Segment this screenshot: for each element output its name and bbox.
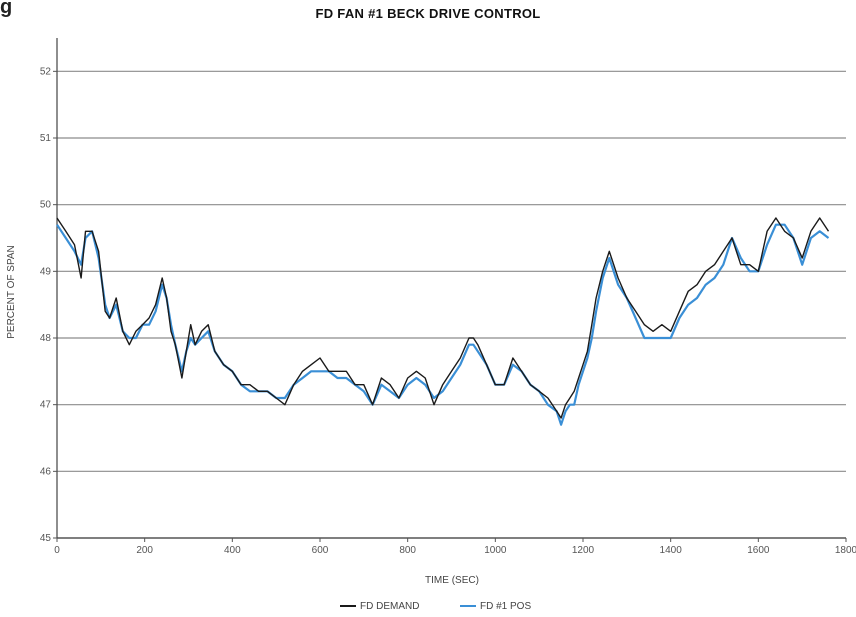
x-axis-title: TIME (SEC) (425, 575, 479, 586)
y-tick-label-51: 51 (40, 133, 52, 144)
corner-text-fragment: g (0, 0, 13, 18)
legend: FD DEMAND FD #1 POS (340, 601, 531, 612)
x-tick-label-600: 600 (312, 545, 329, 556)
legend-label-fd-demand: FD DEMAND (360, 601, 419, 612)
axes (56, 38, 846, 539)
x-tick-label-200: 200 (136, 545, 153, 556)
chart-title: FD FAN #1 BECK DRIVE CONTROL (315, 6, 541, 21)
y-tick-label-47: 47 (40, 400, 52, 411)
x-tick-label-1600: 1600 (747, 545, 770, 556)
x-axis-ticks: 0 200 400 600 800 1000 1200 1400 1600 1800 (54, 538, 856, 556)
gridlines (57, 70, 846, 539)
legend-label-fd-1-pos: FD #1 POS (480, 601, 531, 612)
x-tick-label-400: 400 (224, 545, 241, 556)
x-tick-label-0: 0 (54, 545, 60, 556)
y-tick-label-45: 45 (40, 533, 52, 544)
x-tick-label-1200: 1200 (572, 545, 595, 556)
y-axis-ticks: 45 46 47 48 49 50 51 52 (40, 66, 57, 544)
y-tick-label-50: 50 (40, 200, 52, 211)
x-tick-label-800: 800 (399, 545, 416, 556)
series-line-fd-demand (56, 217, 830, 419)
y-tick-label-48: 48 (40, 333, 52, 344)
series-line-fd-1-pos (56, 223, 830, 426)
series-layer (56, 217, 830, 426)
y-tick-label-52: 52 (40, 66, 52, 77)
x-tick-label-1000: 1000 (484, 545, 507, 556)
y-tick-label-46: 46 (40, 466, 52, 477)
x-tick-label-1400: 1400 (660, 545, 683, 556)
x-tick-label-1800: 1800 (835, 545, 856, 556)
y-axis-title: PERCENT OF SPAN (6, 245, 17, 339)
y-tick-label-49: 49 (40, 266, 52, 277)
